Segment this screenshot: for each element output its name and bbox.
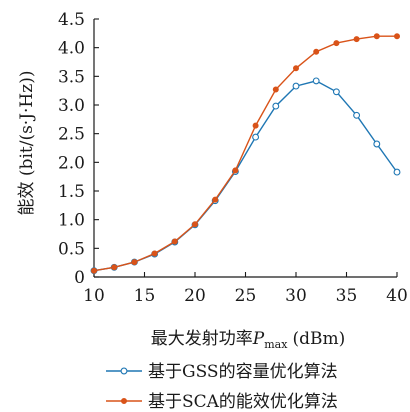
x-tick-label: 15	[134, 286, 156, 306]
series-1-point	[312, 77, 320, 85]
series-2-point	[252, 122, 259, 129]
series-2-point	[353, 36, 360, 43]
series-1-point	[292, 82, 300, 90]
series-2-point	[91, 267, 98, 274]
series-2-point	[393, 33, 400, 40]
legend-swatch-marker	[121, 397, 128, 404]
y-tick-label: 3.5	[58, 67, 85, 87]
x-tick-label: 25	[235, 286, 257, 306]
x-axis-label-main: 最大发射功率	[151, 329, 253, 349]
legend-label: 基于SCA的能效优化算法	[148, 392, 338, 412]
x-axis-label: 最大发射功率Pmax (dBm)	[151, 329, 345, 351]
legend-label: 基于GSS的容量优化算法	[148, 362, 338, 382]
series-2-point	[111, 264, 118, 271]
series-1-point	[373, 140, 381, 148]
x-axis-label-unit: (dBm)	[292, 329, 345, 349]
series-2-point	[131, 259, 138, 266]
y-tick-label: 3.0	[58, 96, 85, 116]
series-2-point	[373, 33, 380, 40]
x-tick-label: 20	[184, 286, 206, 306]
series-2-point	[212, 196, 219, 203]
x-tick-label: 10	[83, 286, 105, 306]
y-tick-label: 4.5	[58, 10, 85, 30]
series-2-point	[313, 48, 320, 55]
series-1-point	[272, 102, 280, 110]
y-tick-label: 2.5	[58, 125, 85, 145]
series-2-point	[171, 238, 178, 245]
y-tick-label: 0.5	[58, 239, 85, 259]
data-series	[90, 33, 401, 275]
series-2-point	[333, 40, 340, 47]
axis-ticks: 0 0.5 1.0 1.5 2.0 2.5 3.0 3.5 4.0 4.5 10 15 20 25 30 35…	[58, 10, 408, 306]
series-2-point	[292, 65, 299, 72]
series-2-point	[272, 86, 279, 93]
x-tick-label: 30	[285, 286, 307, 306]
y-tick-label: 4.0	[58, 39, 85, 59]
x-axis-label-subscript: max	[264, 338, 288, 351]
y-tick-label: 1.0	[58, 211, 85, 231]
x-tick-label: 40	[386, 286, 408, 306]
series-1-point	[353, 111, 361, 119]
series-1-point	[252, 133, 260, 141]
legend-item-1: 基于GSS的容量优化算法	[106, 362, 338, 382]
y-axis-label: 能效 (bit/(s·J·Hz))	[17, 71, 37, 216]
series-2-point	[151, 250, 158, 257]
series-2-point	[232, 167, 239, 174]
legend-swatch-marker	[120, 367, 128, 375]
x-tick-label: 35	[336, 286, 358, 306]
series-1-line	[93, 80, 398, 272]
x-axis-label-symbol: P	[252, 329, 265, 349]
series-1-point	[332, 88, 340, 96]
series-2	[91, 33, 400, 274]
series-2-point	[191, 221, 198, 228]
y-tick-label: 0	[74, 268, 85, 288]
y-tick-label: 2.0	[58, 153, 85, 173]
series-1	[90, 77, 401, 275]
series-1-point	[393, 168, 401, 176]
legend-item-2: 基于SCA的能效优化算法	[106, 392, 338, 412]
y-tick-label: 1.5	[58, 182, 85, 202]
series-2-line	[93, 35, 397, 272]
